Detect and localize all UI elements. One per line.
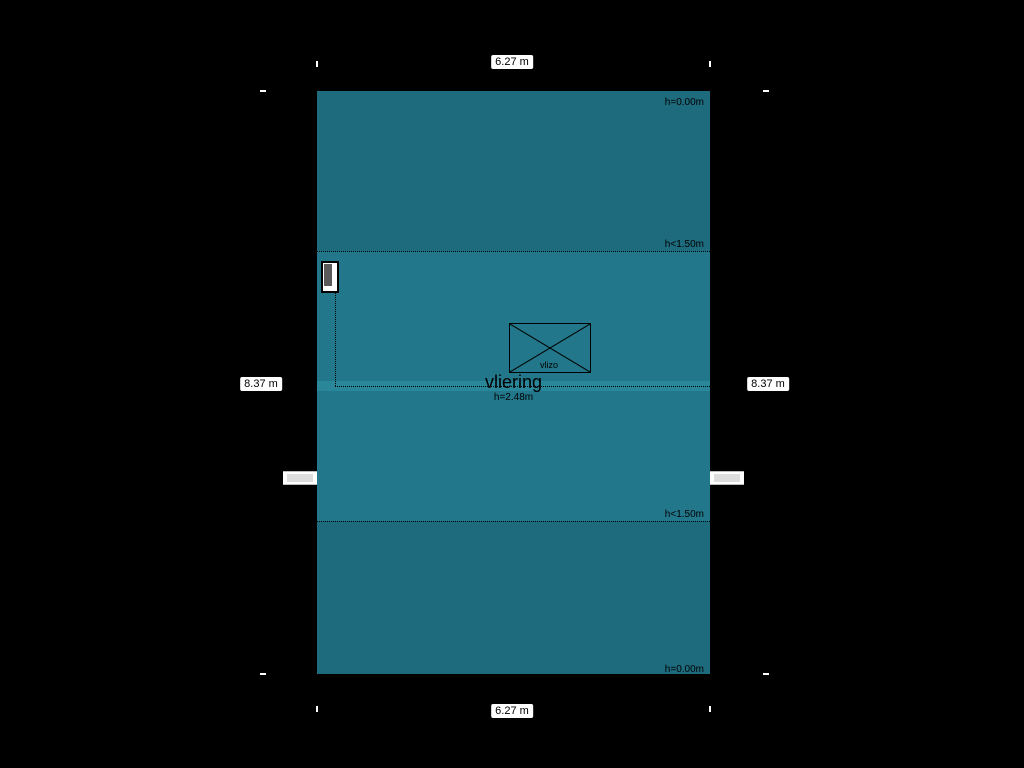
dimension-tick — [260, 90, 266, 92]
dimension-tick — [709, 61, 711, 67]
door-leaf — [324, 264, 332, 286]
dimension-tick — [260, 673, 266, 675]
room-height-label: h=2.48m — [494, 392, 533, 403]
dimension-left: 8.37 m — [240, 377, 282, 391]
vlizo-label: vlizo — [540, 360, 558, 370]
height-band — [317, 391, 710, 521]
dimension-bottom: 6.27 m — [491, 704, 533, 718]
height-label: h<1.50m — [665, 239, 704, 250]
room-name: vliering — [485, 372, 542, 393]
height-label: h<1.50m — [665, 509, 704, 520]
floor-area: h=0.00m h<1.50m h<1.50m h=0.00m vlieringh=2.… — [317, 91, 710, 674]
window-sash — [287, 474, 313, 482]
dimension-right: 8.37 m — [747, 377, 789, 391]
window-sash — [714, 474, 740, 482]
dotted-segment — [335, 288, 336, 386]
dimension-tick — [763, 673, 769, 675]
dimension-tick — [316, 61, 318, 67]
height-band — [317, 91, 710, 251]
dimension-tick — [316, 706, 318, 712]
height-label: h=0.00m — [665, 664, 704, 675]
height-label: h=0.00m — [665, 97, 704, 108]
dimension-tick — [709, 706, 711, 712]
height-band — [317, 521, 710, 674]
dimension-top: 6.27 m — [491, 55, 533, 69]
dimension-tick — [763, 90, 769, 92]
height-line — [317, 521, 710, 522]
floorplan-canvas: h=0.00m h<1.50m h<1.50m h=0.00m vlieringh=2.… — [0, 0, 1024, 768]
height-line — [317, 251, 710, 252]
